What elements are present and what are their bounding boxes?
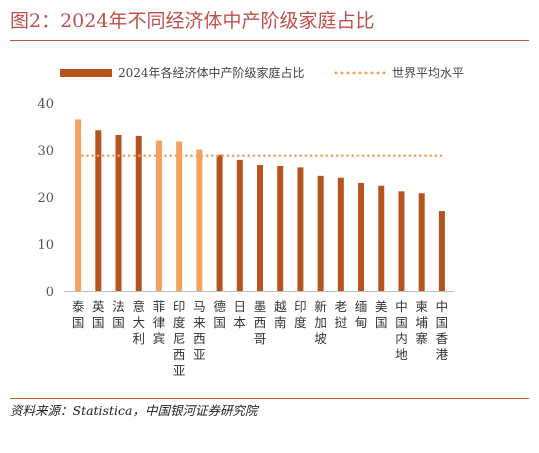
bar: [418, 193, 425, 291]
bar: [216, 154, 223, 291]
x-tick-label: 越南: [274, 299, 287, 330]
bar: [337, 177, 344, 291]
x-tick-label: 印度尼西亚: [173, 299, 186, 378]
x-tick-label: 柬埔寨: [415, 299, 428, 346]
x-tick-label: 英国: [92, 299, 105, 330]
x-tick-label: 老挝: [335, 299, 348, 330]
y-tick-label: 30: [37, 144, 54, 159]
bar: [398, 191, 405, 291]
bar: [95, 130, 102, 291]
y-tick-label: 0: [46, 285, 54, 300]
bar-chart: 2024年各经济体中产阶级家庭占比 世界平均水平 0 10 20 30 40 泰国英国法国…: [37, 65, 464, 378]
source-note: 资料来源：Statistica，中国银河证券研究院: [10, 403, 258, 418]
bar: [358, 182, 365, 291]
bar: [257, 165, 263, 291]
x-tick-label: 意大利: [132, 299, 145, 346]
bar: [236, 159, 243, 291]
bars: [64, 119, 454, 292]
title-rule: [10, 40, 529, 41]
legend-label-reference: 世界平均水平: [392, 66, 464, 80]
x-axis-labels: 泰国英国法国意大利菲律宾印度尼西亚马来西亚德国日本墨西哥越南印度新加坡老挝缅甸美…: [72, 299, 449, 378]
x-tick-label: 菲律宾: [153, 299, 166, 346]
x-tick-label: 日本: [234, 299, 247, 330]
y-axis: 0 10 20 30 40: [37, 97, 54, 300]
x-tick-label: 法国: [112, 299, 125, 330]
bar: [297, 167, 304, 291]
x-tick-label: 新加坡: [314, 299, 327, 346]
bar: [176, 141, 183, 291]
figure-title: 图2：2024年不同经济体中产阶级家庭占比: [10, 10, 375, 32]
x-tick-label: 印度: [294, 299, 307, 330]
y-tick-label: 40: [37, 97, 54, 112]
bar: [438, 211, 445, 291]
source-rule: [10, 398, 529, 399]
bar: [115, 134, 122, 291]
x-tick-label: 中国香港: [436, 299, 449, 362]
x-tick-label: 马来西亚: [193, 299, 206, 362]
y-tick-label: 10: [37, 238, 54, 253]
x-tick-label: 泰国: [72, 299, 85, 330]
bar: [317, 175, 324, 291]
legend-label-bar: 2024年各经济体中产阶级家庭占比: [118, 65, 305, 80]
bar: [75, 119, 82, 291]
bar: [135, 135, 142, 291]
bar: [196, 149, 203, 291]
legend-swatch-bar: [60, 69, 112, 77]
x-tick-label: 美国: [375, 299, 388, 330]
bar: [378, 185, 385, 291]
bar: [277, 165, 284, 291]
x-tick-label: 德国: [213, 299, 226, 330]
x-tick-label: 中国内地: [395, 299, 408, 362]
bar: [155, 140, 162, 291]
chart-legend: 2024年各经济体中产阶级家庭占比 世界平均水平: [60, 65, 464, 80]
x-tick-label: 缅甸: [355, 299, 368, 330]
x-tick-label: 墨西哥: [254, 299, 267, 346]
y-tick-label: 20: [37, 191, 54, 206]
